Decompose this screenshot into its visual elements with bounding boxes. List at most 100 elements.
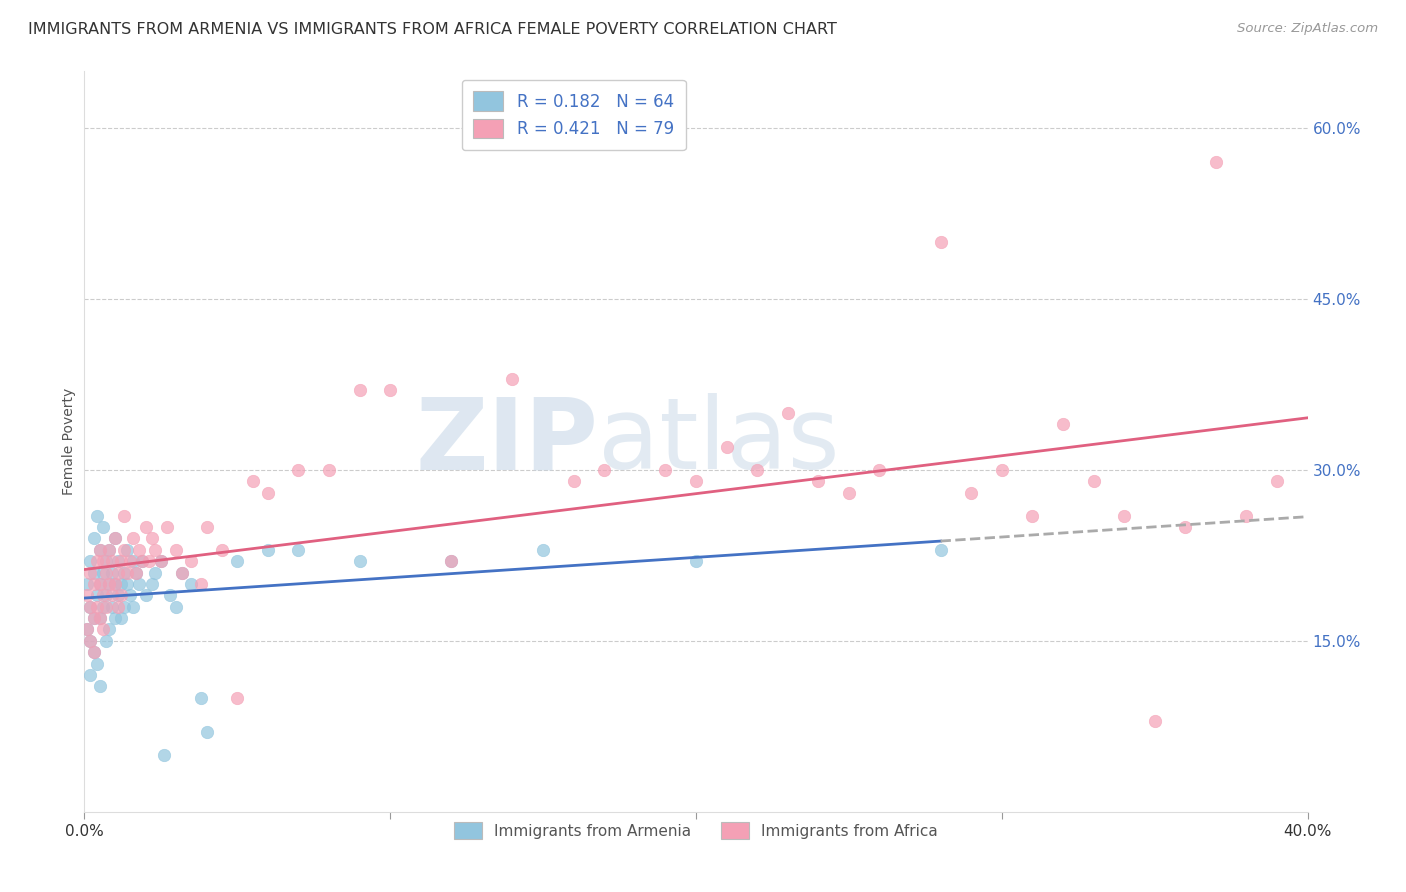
Point <box>101 554 124 568</box>
Point <box>1174 520 1197 534</box>
Point <box>135 520 157 534</box>
Point <box>104 577 127 591</box>
Point <box>131 554 153 568</box>
Point <box>91 554 114 568</box>
Point <box>104 532 127 546</box>
Point <box>1083 475 1105 489</box>
Text: IMMIGRANTS FROM ARMENIA VS IMMIGRANTS FROM AFRICA FEMALE POVERTY CORRELATION CHA: IMMIGRANTS FROM ARMENIA VS IMMIGRANTS FR… <box>28 22 837 37</box>
Point <box>79 633 101 648</box>
Point <box>83 577 105 591</box>
Point <box>115 577 138 591</box>
Point <box>115 542 138 557</box>
Point <box>89 577 111 591</box>
Point <box>94 588 117 602</box>
Point <box>135 588 157 602</box>
Point <box>156 520 179 534</box>
Point <box>89 542 111 557</box>
Point <box>86 508 108 523</box>
Point <box>143 542 166 557</box>
Point <box>94 633 117 648</box>
Point <box>83 532 105 546</box>
Point <box>242 475 264 489</box>
Point <box>440 554 463 568</box>
Point <box>76 588 98 602</box>
Point <box>562 475 585 489</box>
Point <box>1114 508 1136 523</box>
Point <box>138 554 160 568</box>
Text: ZIP: ZIP <box>415 393 598 490</box>
Point <box>531 542 554 557</box>
Point <box>94 599 117 614</box>
Point <box>807 475 830 489</box>
Point <box>929 542 952 557</box>
Point <box>226 554 249 568</box>
Point <box>86 657 108 671</box>
Legend: Immigrants from Armenia, Immigrants from Africa: Immigrants from Armenia, Immigrants from… <box>444 813 948 848</box>
Point <box>110 577 132 591</box>
Point <box>112 566 135 580</box>
Point <box>1205 155 1227 169</box>
Point <box>91 588 114 602</box>
Point <box>128 577 150 591</box>
Point <box>76 577 98 591</box>
Point <box>79 554 101 568</box>
Point <box>76 623 98 637</box>
Point <box>89 611 111 625</box>
Point <box>110 611 132 625</box>
Point <box>380 384 402 398</box>
Point <box>89 680 111 694</box>
Point <box>120 554 142 568</box>
Point <box>149 554 172 568</box>
Point <box>89 542 111 557</box>
Point <box>86 588 108 602</box>
Point <box>287 463 309 477</box>
Point <box>76 623 98 637</box>
Point <box>747 463 769 477</box>
Point <box>349 554 371 568</box>
Point <box>287 542 309 557</box>
Point <box>125 566 148 580</box>
Point <box>349 384 371 398</box>
Point <box>107 554 129 568</box>
Point <box>685 475 707 489</box>
Point <box>97 577 120 591</box>
Point <box>83 611 105 625</box>
Point <box>195 725 218 739</box>
Point <box>79 633 101 648</box>
Point <box>838 485 860 500</box>
Point <box>107 588 129 602</box>
Point <box>180 554 202 568</box>
Point <box>91 599 114 614</box>
Point <box>685 554 707 568</box>
Point <box>257 542 280 557</box>
Point <box>83 645 105 659</box>
Point <box>991 463 1014 477</box>
Point <box>83 645 105 659</box>
Point <box>91 623 114 637</box>
Point <box>195 520 218 534</box>
Point <box>89 577 111 591</box>
Point <box>97 623 120 637</box>
Point <box>104 611 127 625</box>
Point <box>141 532 163 546</box>
Point <box>122 554 145 568</box>
Point <box>716 440 738 454</box>
Point <box>159 588 181 602</box>
Text: Source: ZipAtlas.com: Source: ZipAtlas.com <box>1237 22 1378 36</box>
Point <box>97 542 120 557</box>
Point <box>1265 475 1288 489</box>
Point <box>226 690 249 705</box>
Point <box>115 566 138 580</box>
Point <box>776 406 799 420</box>
Point <box>257 485 280 500</box>
Point <box>960 485 983 500</box>
Point <box>83 566 105 580</box>
Point <box>869 463 891 477</box>
Point <box>128 542 150 557</box>
Point <box>97 542 120 557</box>
Point <box>593 463 616 477</box>
Point <box>79 599 101 614</box>
Point <box>91 520 114 534</box>
Point <box>122 599 145 614</box>
Point <box>79 599 101 614</box>
